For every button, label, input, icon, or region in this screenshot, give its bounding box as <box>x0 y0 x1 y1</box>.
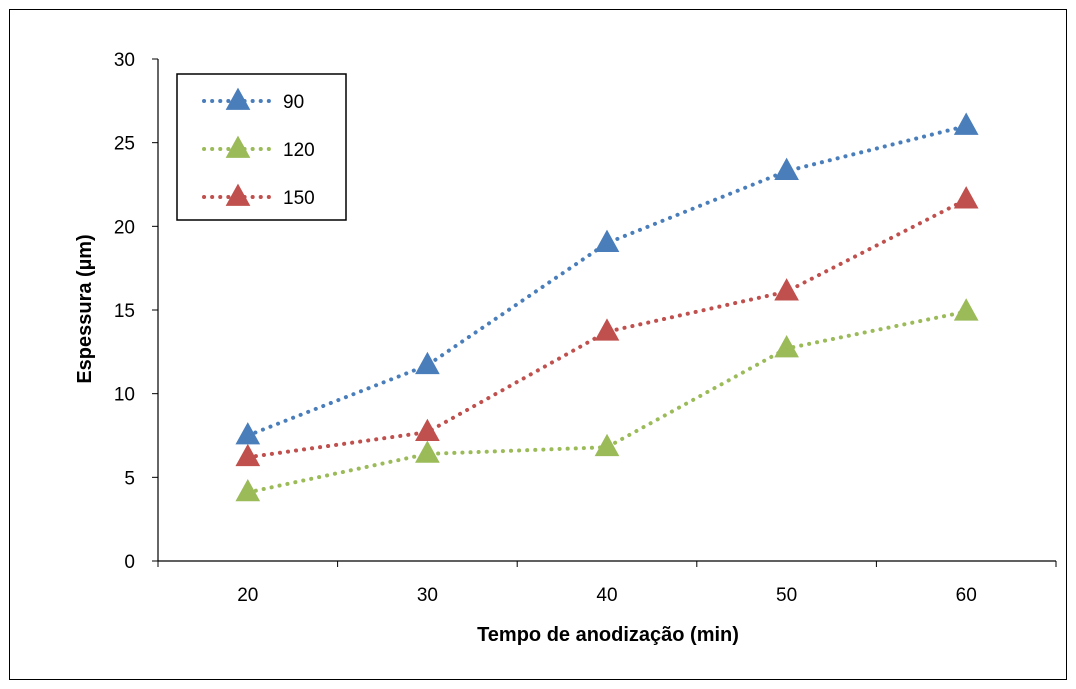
y-tick-label: 5 <box>124 468 135 489</box>
y-tick-label: 25 <box>114 134 135 155</box>
data-point-150-30 <box>415 418 440 442</box>
data-point-150-20 <box>235 443 261 467</box>
legend-label-150: 150 <box>283 188 315 209</box>
data-point-90-60 <box>953 112 979 135</box>
x-tick-label: 30 <box>417 585 438 606</box>
data-point-120-40 <box>594 433 620 457</box>
x-tick-label: 20 <box>237 585 258 606</box>
x-tick-label: 60 <box>956 585 977 606</box>
data-point-120-20 <box>235 478 261 502</box>
data-point-120-30 <box>415 440 440 463</box>
x-tick-label: 40 <box>596 585 617 606</box>
data-point-150-60 <box>953 186 979 209</box>
x-tick-label: 50 <box>776 585 797 606</box>
line-chart: 0 5 10 15 20 25 30 20 30 40 50 60 90 120 150 Tempo de… <box>74 50 1057 646</box>
legend-label-90: 90 <box>283 92 304 113</box>
x-axis-title: Tempo de anodização (min) <box>477 624 739 646</box>
y-tick-label: 30 <box>114 50 135 71</box>
data-point-150-40 <box>594 318 620 341</box>
y-tick-label: 20 <box>114 217 135 238</box>
data-point-120-60 <box>953 298 979 321</box>
y-axis-title: Espessura (µm) <box>74 234 96 383</box>
y-tick-label: 10 <box>114 385 135 406</box>
y-tick-label: 15 <box>114 301 135 322</box>
legend-marker-150 <box>225 183 251 206</box>
chart-frame: 0 5 10 15 20 25 30 20 30 40 50 60 90 120 150 Tempo de… <box>9 9 1067 680</box>
series-line-90 <box>245 123 969 438</box>
data-point-150-50 <box>774 278 799 301</box>
data-point-90-30 <box>415 351 440 375</box>
legend-label-120: 120 <box>283 140 315 161</box>
data-point-90-50 <box>774 157 799 181</box>
data-point-90-40 <box>594 229 620 252</box>
y-tick-label: 0 <box>124 552 135 573</box>
legend-marker-90 <box>225 87 251 110</box>
data-point-120-50 <box>774 335 799 358</box>
legend-marker-120 <box>225 135 251 158</box>
